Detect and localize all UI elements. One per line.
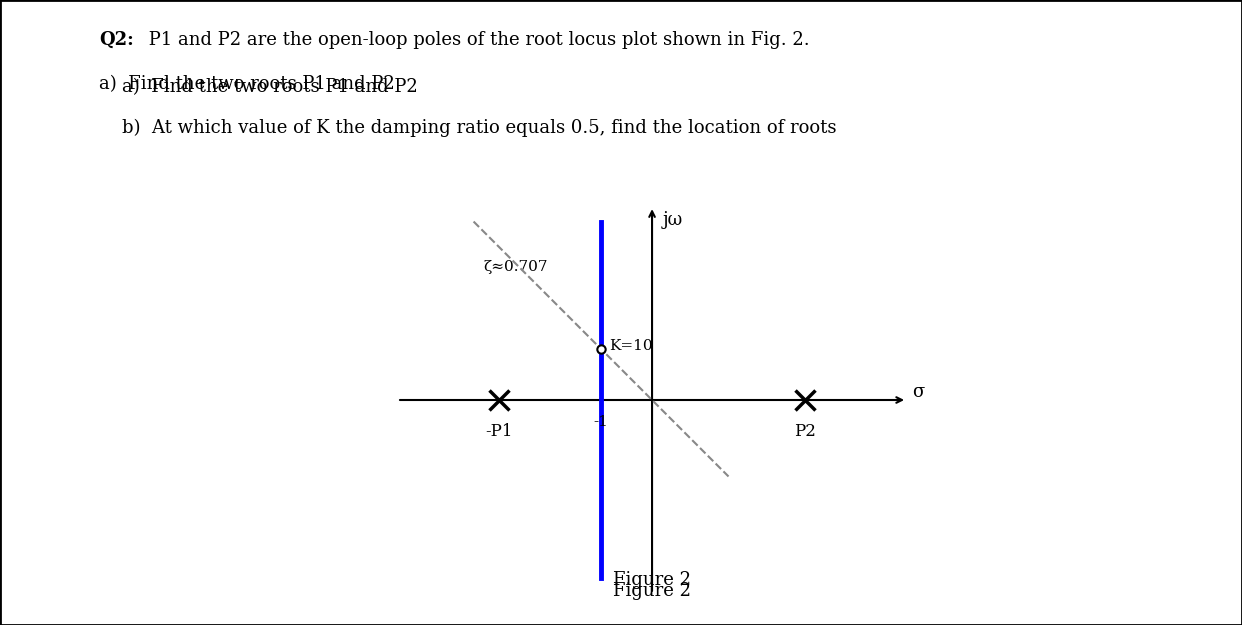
Text: Figure 2: Figure 2 [614, 582, 691, 600]
Text: -P1: -P1 [486, 423, 513, 440]
Text: b)  At which value of K the damping ratio equals 0.5, find the location of roots: b) At which value of K the damping ratio… [99, 119, 837, 137]
Text: Q2:: Q2: [99, 31, 134, 49]
Text: P1 and P2 are the open-loop poles of the root locus plot shown in Fig. 2.: P1 and P2 are the open-loop poles of the… [143, 31, 810, 49]
Text: ζ≈0.707: ζ≈0.707 [484, 261, 548, 274]
Text: σ: σ [912, 383, 924, 401]
Text: K=10: K=10 [609, 339, 652, 354]
Text: P2: P2 [794, 423, 816, 440]
Text: jω: jω [662, 211, 683, 229]
Text: Figure 2: Figure 2 [614, 571, 691, 589]
Text: a)  Find the two roots P1 and P2: a) Find the two roots P1 and P2 [99, 78, 419, 96]
Text: -1: -1 [594, 415, 609, 429]
Text: a)  Find the two roots P1 and P2: a) Find the two roots P1 and P2 [99, 75, 395, 93]
